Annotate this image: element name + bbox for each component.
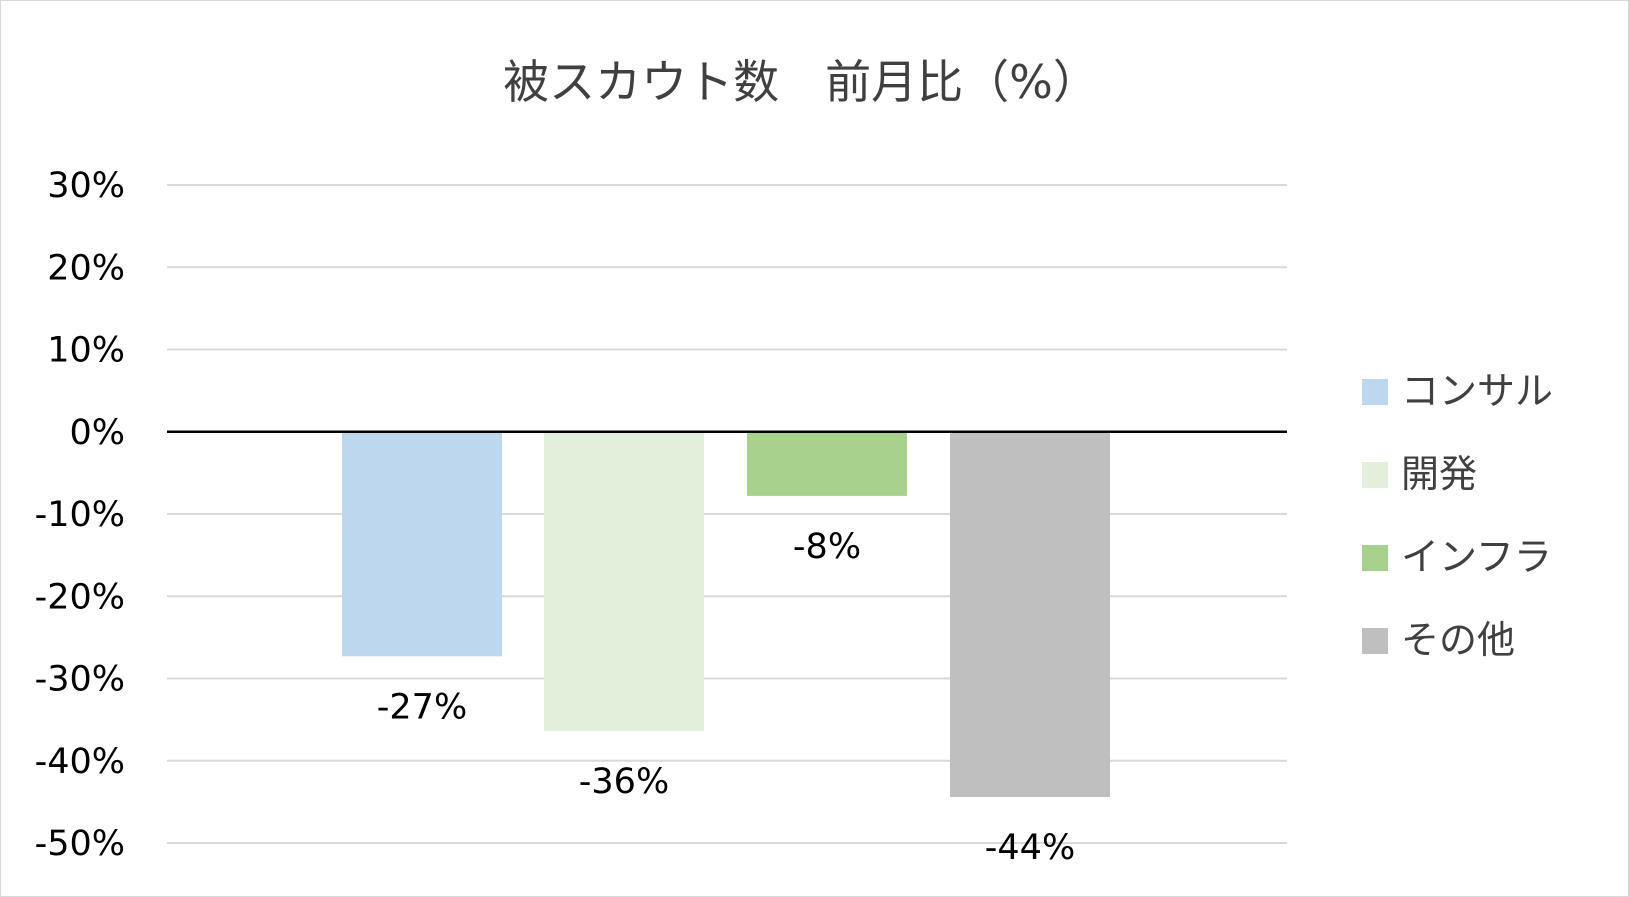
y-tick-label: 0% xyxy=(69,413,125,453)
bar-1 xyxy=(342,431,502,657)
legend-label: コンサル xyxy=(1401,369,1553,413)
chart-title: 被スカウト数 前月比（%） xyxy=(503,55,1099,109)
data-label: -8% xyxy=(793,527,861,567)
legend-label: インフラ xyxy=(1401,535,1552,579)
legend-swatch xyxy=(1362,628,1388,654)
y-tick-label: -30% xyxy=(35,660,125,700)
gridlines xyxy=(167,184,1287,844)
bars xyxy=(342,431,1110,797)
y-axis-ticks: 30% 20% 10% 0% -10% -20% -30% -40% -50% xyxy=(35,166,125,864)
y-tick-label: -20% xyxy=(35,577,125,617)
legend-swatch xyxy=(1362,462,1388,488)
legend-label: 開発 xyxy=(1401,452,1477,496)
legend-swatch xyxy=(1362,379,1388,405)
data-label: -36% xyxy=(579,762,669,802)
data-label: -27% xyxy=(377,687,467,727)
y-tick-label: -50% xyxy=(35,824,125,864)
bar-4 xyxy=(950,431,1110,797)
y-tick-label: 20% xyxy=(47,248,125,288)
y-tick-label: -10% xyxy=(35,495,125,535)
y-tick-label: 30% xyxy=(47,166,125,206)
data-labels: -27% -36% -8% -44% xyxy=(377,527,1075,868)
data-label: -44% xyxy=(985,828,1075,868)
legend-swatch xyxy=(1362,545,1388,571)
y-tick-label: -40% xyxy=(35,742,125,782)
bar-2 xyxy=(544,431,704,732)
bar-3 xyxy=(747,431,907,496)
legend-label: その他 xyxy=(1401,618,1515,662)
y-tick-label: 10% xyxy=(47,331,125,371)
